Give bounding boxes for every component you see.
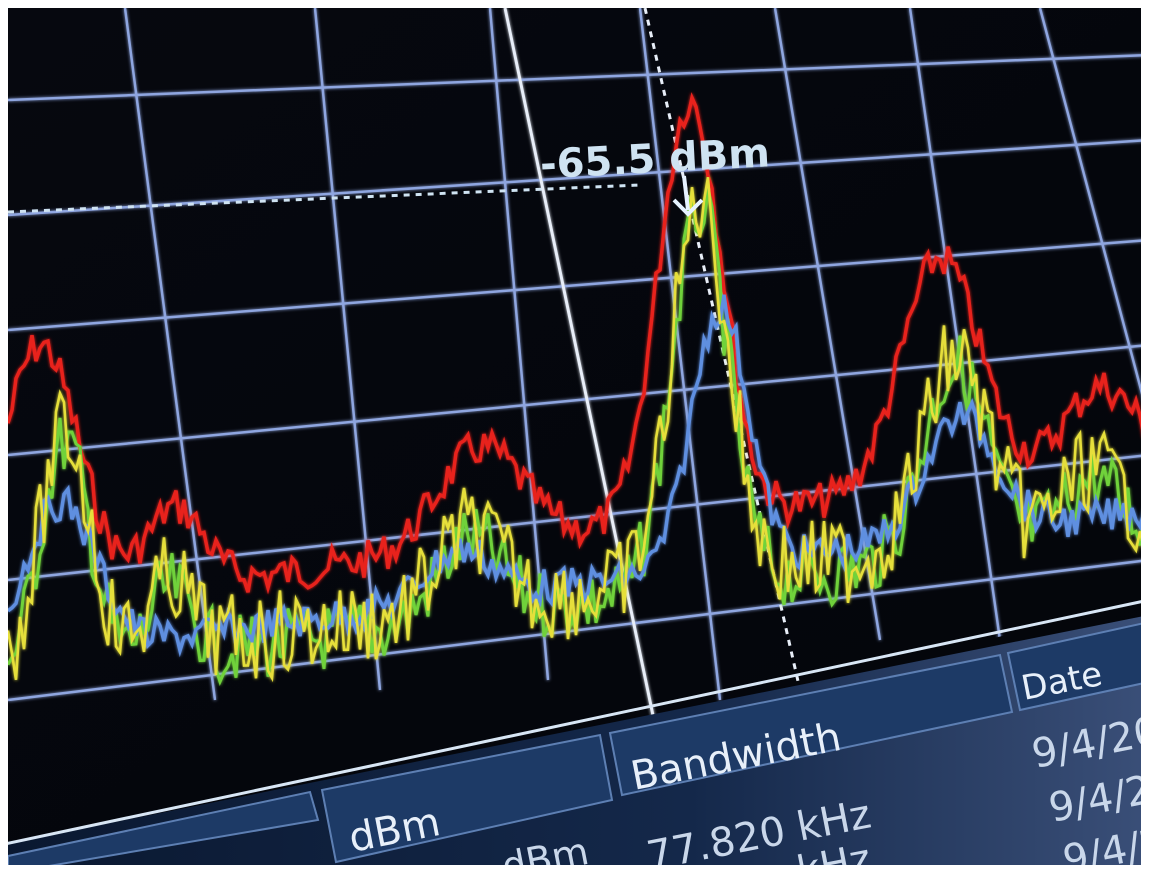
grid-lines xyxy=(8,8,1149,726)
spectrum-traces xyxy=(8,92,1149,686)
grid-horizontal-line xyxy=(8,343,1149,457)
trace-max-hold xyxy=(8,92,1149,595)
grid-vertical-line xyxy=(313,8,382,691)
measurement-table: dBm Bandwidth Date dBm 77.820 kHz kHz 9/… xyxy=(0,598,1149,873)
grid-vertical-line xyxy=(638,8,722,701)
header-cell-dbm xyxy=(320,733,614,864)
marker-level-line xyxy=(8,183,641,214)
marker-arrow-icon xyxy=(672,175,704,217)
grid-horizontal-line xyxy=(8,138,1149,217)
trace-average xyxy=(8,294,1149,658)
grid-vertical-line xyxy=(1038,8,1149,421)
header-cell-date xyxy=(1006,620,1149,712)
grid-vertical-line xyxy=(908,8,1002,641)
header-cell-bandwidth xyxy=(608,653,1014,797)
grid-horizontal-line xyxy=(8,238,1149,332)
trace-live xyxy=(8,176,1149,683)
grid-horizontal-line xyxy=(8,558,1149,702)
grid-vertical-line xyxy=(488,8,550,681)
span-boundary-line xyxy=(503,8,657,726)
grid-horizontal-line xyxy=(8,453,1149,582)
grid-horizontal-line xyxy=(8,53,1149,102)
